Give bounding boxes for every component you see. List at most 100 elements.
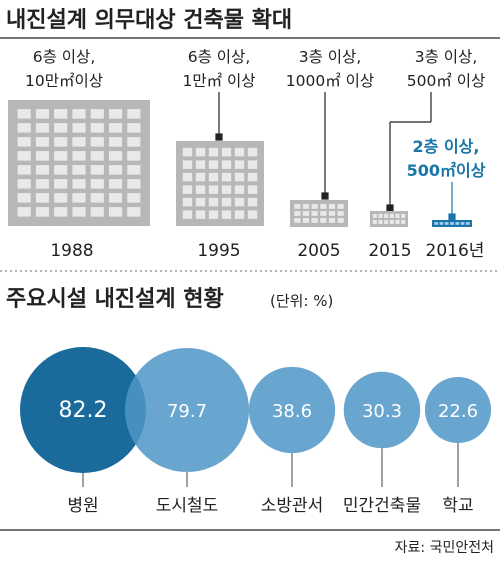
section1-title: 내진설계 의무대상 건축물 확대 bbox=[6, 8, 292, 33]
window bbox=[17, 137, 31, 147]
window bbox=[247, 210, 258, 219]
label-1988-line1: 6층 이상, bbox=[33, 48, 96, 66]
window bbox=[221, 210, 232, 219]
window bbox=[108, 165, 123, 175]
window bbox=[17, 123, 31, 133]
building-2005 bbox=[290, 200, 348, 227]
bubble-4 bbox=[343, 371, 421, 449]
window bbox=[108, 151, 123, 161]
window bbox=[35, 109, 50, 119]
window bbox=[127, 151, 141, 161]
window bbox=[320, 211, 327, 216]
bubble-3 bbox=[248, 366, 336, 454]
window bbox=[208, 210, 219, 219]
window bbox=[127, 207, 141, 217]
window bbox=[54, 207, 68, 217]
bubble-value-5: 22.6 bbox=[438, 401, 478, 422]
window bbox=[208, 147, 219, 157]
year-2016: 2016년 bbox=[426, 241, 485, 261]
window bbox=[444, 222, 449, 225]
bubble-category-1: 병원 bbox=[67, 496, 98, 516]
window bbox=[320, 218, 327, 223]
window bbox=[234, 160, 245, 169]
window bbox=[35, 193, 50, 203]
label-2016-line1: 2층 이상, bbox=[413, 137, 480, 156]
window bbox=[72, 207, 86, 217]
window bbox=[108, 207, 123, 217]
label-1988-line2: 10만㎡이상 bbox=[25, 72, 103, 90]
bubble-category-3: 소방관서 bbox=[261, 496, 324, 516]
window bbox=[372, 219, 377, 224]
window bbox=[328, 204, 336, 209]
window bbox=[328, 211, 336, 216]
label-1995-line2: 1만㎡ 이상 bbox=[182, 72, 255, 90]
window bbox=[221, 172, 232, 182]
window bbox=[389, 213, 394, 218]
window bbox=[54, 193, 68, 203]
section2-title: 주요시설 내진설계 현황 bbox=[6, 287, 224, 312]
window bbox=[127, 137, 141, 147]
window bbox=[35, 123, 50, 133]
year-2005: 2005 bbox=[297, 241, 340, 261]
bubble-value-2: 79.7 bbox=[167, 401, 207, 422]
window bbox=[221, 185, 232, 194]
window bbox=[302, 211, 310, 216]
window bbox=[439, 222, 444, 225]
window bbox=[182, 197, 193, 207]
window bbox=[337, 204, 344, 209]
window bbox=[127, 123, 141, 133]
window bbox=[182, 172, 193, 182]
bubble-5 bbox=[424, 376, 492, 444]
window bbox=[90, 207, 104, 217]
window bbox=[247, 185, 258, 194]
window bbox=[17, 165, 31, 175]
window bbox=[90, 151, 104, 161]
window bbox=[54, 137, 68, 147]
window bbox=[195, 185, 206, 194]
window bbox=[90, 179, 104, 189]
building-1995 bbox=[176, 141, 264, 226]
window bbox=[54, 109, 68, 119]
window bbox=[108, 193, 123, 203]
window bbox=[182, 147, 193, 157]
window bbox=[17, 207, 31, 217]
window bbox=[294, 204, 301, 209]
window bbox=[395, 219, 400, 224]
bubble-category-5: 학교 bbox=[442, 496, 473, 516]
window bbox=[234, 210, 245, 219]
bubble-value-4: 30.3 bbox=[362, 401, 402, 422]
building-2016 bbox=[432, 220, 472, 227]
bubble-2 bbox=[124, 347, 250, 473]
window bbox=[195, 197, 206, 207]
window bbox=[302, 218, 310, 223]
bubble-chart: 82.2 79.7 38.6 30.3 22.6 병원 도시철도 소방관서 민간건축물 학교 bbox=[20, 347, 492, 516]
window bbox=[54, 151, 68, 161]
label-2005-line1: 3층 이상, bbox=[299, 48, 362, 66]
window bbox=[127, 109, 141, 119]
window bbox=[108, 137, 123, 147]
window bbox=[90, 137, 104, 147]
window bbox=[221, 147, 232, 157]
section2-unit: (단위: %) bbox=[270, 292, 333, 310]
building-2015 bbox=[370, 211, 408, 227]
window bbox=[328, 218, 336, 223]
label-2015-line2: 500㎡ 이상 bbox=[407, 72, 486, 90]
window bbox=[195, 172, 206, 182]
window bbox=[90, 193, 104, 203]
window bbox=[127, 179, 141, 189]
window bbox=[72, 193, 86, 203]
window bbox=[378, 219, 383, 224]
window bbox=[401, 213, 406, 218]
window bbox=[54, 179, 68, 189]
window bbox=[395, 213, 400, 218]
window bbox=[294, 211, 301, 216]
year-1988: 1988 bbox=[50, 241, 93, 261]
window bbox=[311, 211, 318, 216]
window bbox=[108, 123, 123, 133]
bubble-1 bbox=[20, 347, 146, 473]
leader-dot-2016 bbox=[448, 213, 456, 221]
window bbox=[208, 197, 219, 207]
year-1995: 1995 bbox=[197, 241, 240, 261]
window bbox=[384, 219, 389, 224]
window bbox=[337, 211, 344, 216]
